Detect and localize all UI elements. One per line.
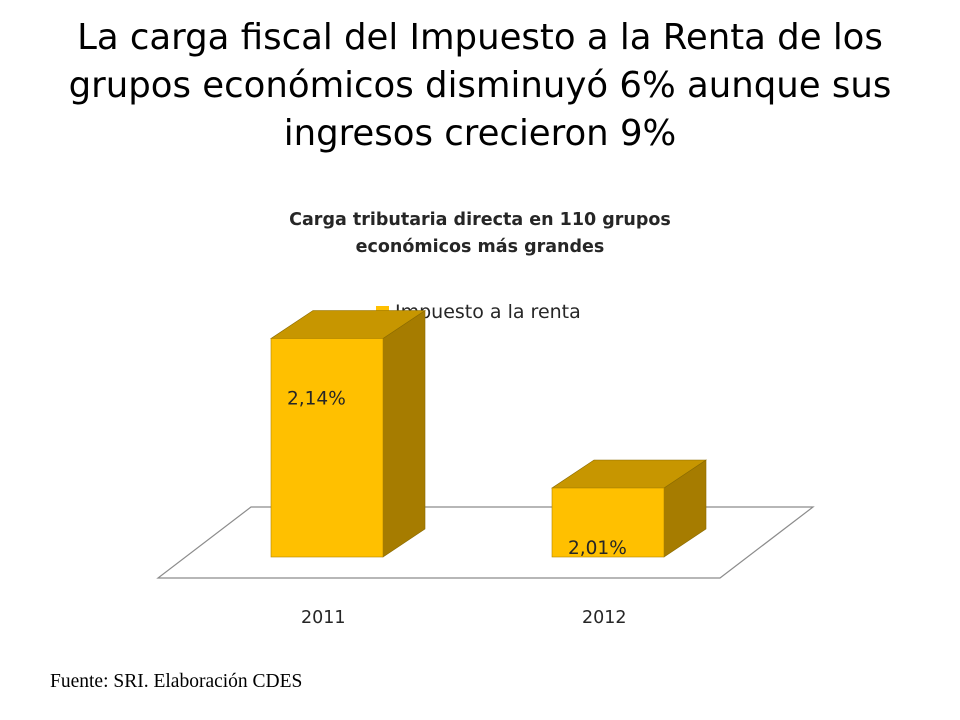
bar-2011 <box>270 338 384 558</box>
x-tick-label-2012: 2012 <box>582 608 627 628</box>
source-note: Fuente: SRI. Elaboración CDES <box>50 671 303 692</box>
slide-title: La carga fiscal del Impuesto a la Renta … <box>68 17 892 154</box>
x-tick-label-2011: 2011 <box>301 608 346 628</box>
bar-2012 <box>551 487 665 558</box>
legend-label: Impuesto a la renta <box>395 301 581 323</box>
chart-title: Carga tributaria directa en 110 grupos e… <box>289 210 671 257</box>
chart-floor <box>156 506 815 579</box>
data-label-2012: 2,01% <box>568 538 627 559</box>
data-label-2011: 2,14% <box>287 389 346 410</box>
bar-side-2011 <box>382 309 426 558</box>
